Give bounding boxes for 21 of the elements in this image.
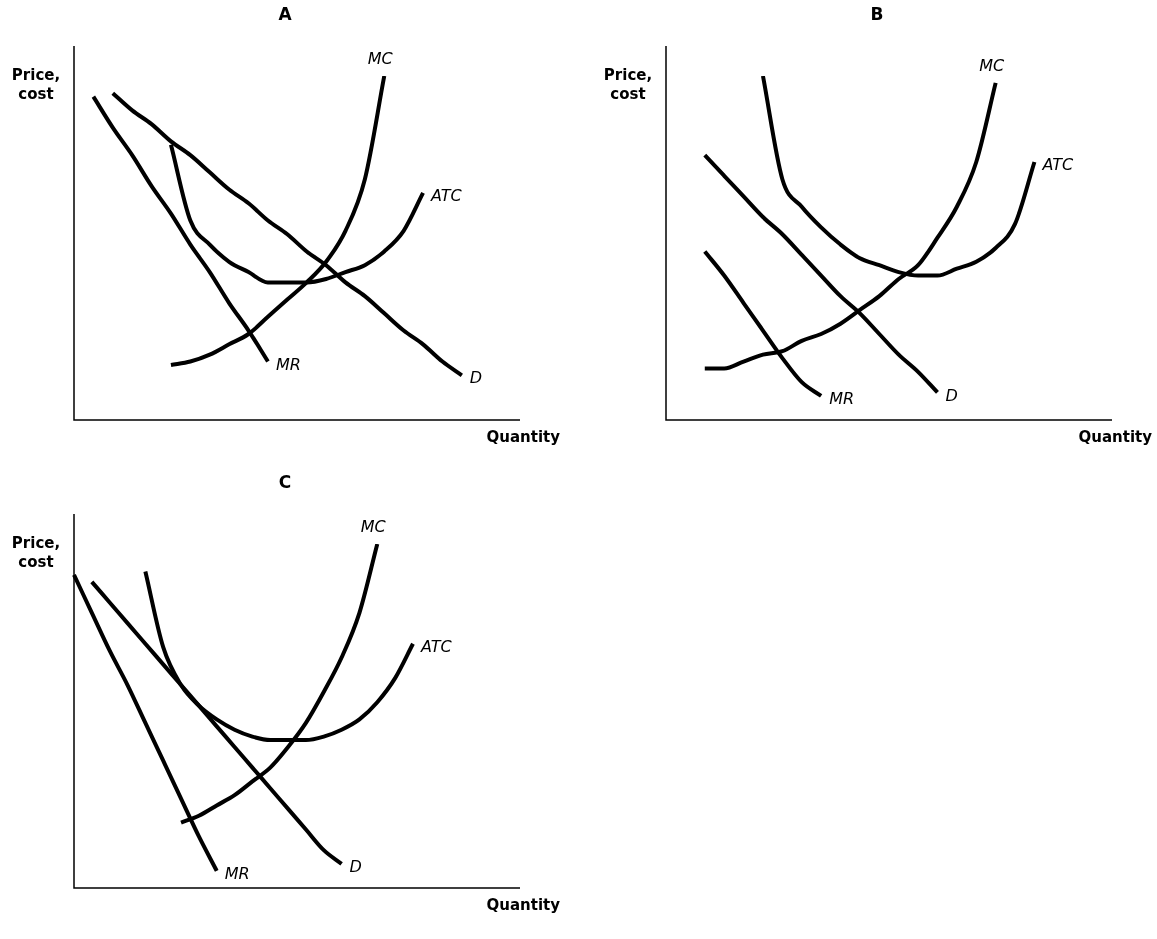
series-label: MR xyxy=(829,389,855,409)
y-axis-title: Price, cost xyxy=(10,66,62,104)
series-label: D xyxy=(945,385,958,405)
x-axis-title: Quantity xyxy=(486,428,560,446)
series-label: ATC xyxy=(1041,155,1074,175)
series-label: MR xyxy=(275,354,301,374)
series-label: ATC xyxy=(419,636,453,656)
series-label: D xyxy=(349,857,362,877)
series-label: MC xyxy=(360,517,387,537)
series-label: MR xyxy=(224,863,250,883)
x-axis-title: Quantity xyxy=(1078,428,1152,446)
chart-title: B xyxy=(869,4,885,24)
series-label: D xyxy=(469,368,483,388)
series-label: MC xyxy=(979,56,1005,76)
chart-title: C xyxy=(277,472,293,492)
x-axis-title: Quantity xyxy=(486,896,560,914)
y-axis-title: Price, cost xyxy=(10,534,62,572)
series-label: MC xyxy=(367,49,394,69)
y-axis-title: Price, cost xyxy=(602,66,654,104)
series-label: ATC xyxy=(430,186,463,206)
chart-title: A xyxy=(277,4,293,24)
